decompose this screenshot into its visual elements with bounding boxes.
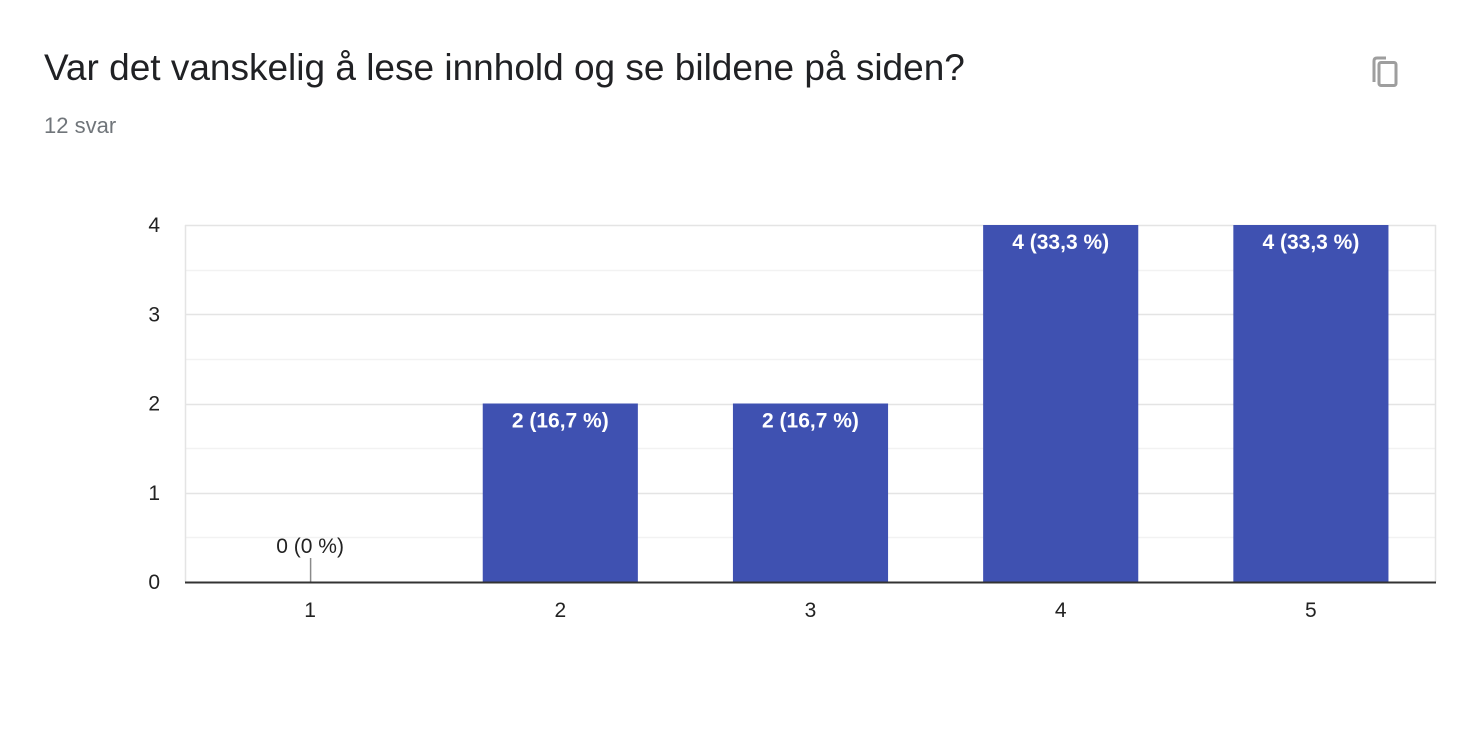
data-label: 0 (0 %) [276, 535, 344, 558]
x-tick-label: 1 [304, 599, 316, 622]
y-tick-label: 3 [148, 303, 160, 326]
data-label: 4 (33,3 %) [1262, 231, 1359, 254]
x-tick-label: 2 [554, 599, 566, 622]
x-tick-label: 4 [1055, 599, 1067, 622]
data-label: 4 (33,3 %) [1012, 231, 1109, 254]
y-tick-label: 2 [148, 393, 160, 416]
y-tick-label: 1 [148, 482, 160, 505]
copy-chart-button[interactable] [1360, 46, 1412, 98]
bars [309, 225, 1389, 582]
axes: 0 1 2 3 4 1 2 3 4 5 [148, 214, 1436, 622]
bar [482, 403, 638, 582]
response-count: 12 svar [44, 113, 117, 138]
data-labels: 0 (0 %) 2 (16,7 %) 2 (16,7 %) 4 (33,3 %) 4 (… [276, 231, 1359, 558]
y-tick-label: 0 [148, 571, 160, 594]
bar [1233, 225, 1389, 582]
y-tick-label: 4 [148, 214, 160, 237]
x-tick-label: 3 [805, 599, 817, 622]
bar [983, 225, 1139, 582]
data-label: 2 (16,7 %) [762, 410, 859, 433]
data-label: 2 (16,7 %) [512, 410, 609, 433]
bar [732, 403, 889, 582]
copy-icon [1372, 56, 1398, 87]
question-title: Var det vanskelig å lese innhold og se b… [44, 47, 965, 88]
x-tick-label: 5 [1305, 599, 1317, 622]
